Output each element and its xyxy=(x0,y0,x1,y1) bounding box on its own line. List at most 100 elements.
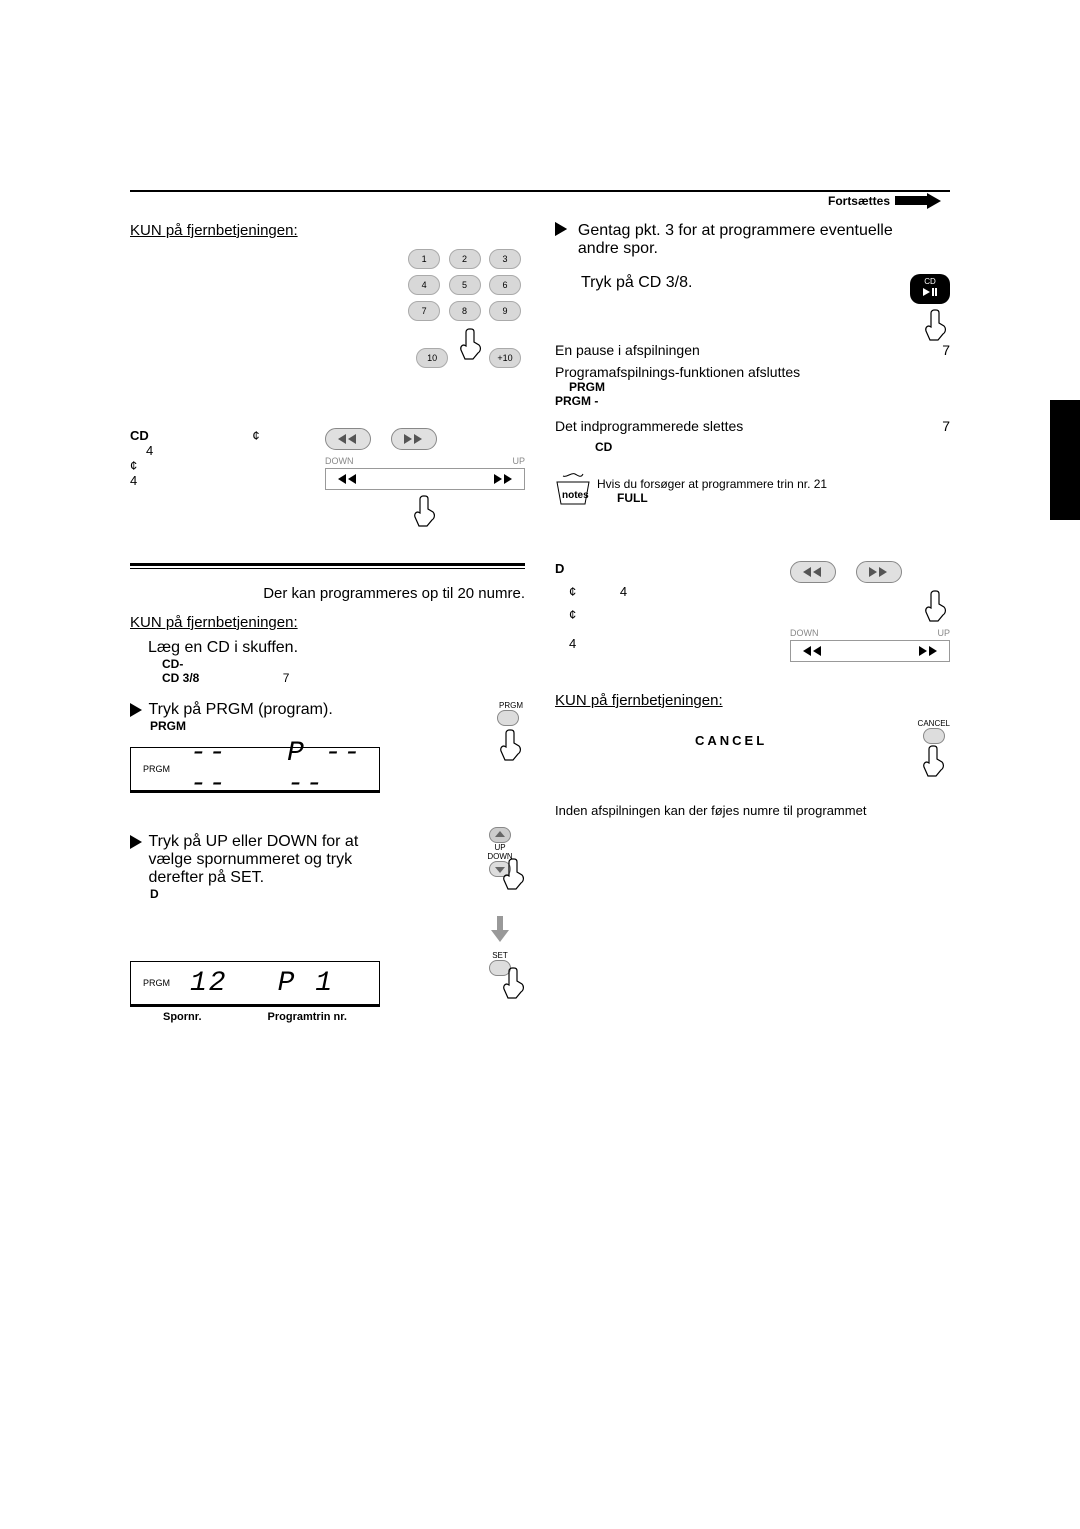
key-5[interactable]: 5 xyxy=(449,275,481,295)
cd-button-label: CD xyxy=(910,274,950,286)
prgm-button[interactable] xyxy=(497,710,519,726)
delete-sub: CD xyxy=(595,440,950,454)
transport-small-2 xyxy=(790,561,950,583)
forward-icon xyxy=(494,474,514,484)
panel-dash: -- -- xyxy=(190,738,247,800)
transport-wide[interactable] xyxy=(325,468,525,490)
transport-labels-2: DOWNUP xyxy=(790,628,950,638)
pause-val: 7 xyxy=(942,342,950,358)
cd-skip-text: CD ¢ 4 ¢ 4 xyxy=(130,428,260,533)
step3-text: Tryk på UP eller DOWN for at vælge sporn… xyxy=(148,833,388,887)
four-a: 4 xyxy=(146,443,260,458)
panel-prgm: PRGM xyxy=(143,764,170,774)
prog-label: Programtrin nr. xyxy=(268,1011,347,1023)
finger-icon xyxy=(920,744,948,778)
notes-icon: notes xyxy=(555,470,591,511)
step1-text: Læg en CD i skuffen. xyxy=(148,639,525,657)
remote-only-2: KUN på fjernbetjeningen: xyxy=(130,614,525,631)
up-label: UP xyxy=(475,843,525,852)
delete-val: 7 xyxy=(942,418,950,434)
key-8[interactable]: 8 xyxy=(449,301,481,321)
next-button-2[interactable] xyxy=(856,561,902,583)
finger-icon xyxy=(500,857,528,891)
finger-icon xyxy=(500,966,528,1000)
pause-label: En pause i afspilningen xyxy=(555,342,700,358)
four-b: 4 xyxy=(130,473,260,488)
page: Fortsættes KUN på fjernbetjeningen: 1 2 … xyxy=(0,0,1080,1023)
key-6[interactable]: 6 xyxy=(489,275,521,295)
four-c: 4 xyxy=(620,584,627,599)
prev-button[interactable] xyxy=(325,428,371,450)
footnote: Inden afspilningen kan der føjes numre t… xyxy=(555,803,950,818)
cent-c: ¢ xyxy=(569,584,576,599)
finger-icon xyxy=(922,589,950,623)
finger-icon xyxy=(922,308,950,342)
key-3[interactable]: 3 xyxy=(489,249,521,269)
cent-d: ¢ xyxy=(569,607,627,622)
cent-symbol: ¢ xyxy=(252,428,259,443)
step2-sub: PRGM xyxy=(150,719,525,733)
cd-play-button[interactable]: CD xyxy=(910,274,950,304)
prog-end-sub: PRGM xyxy=(569,380,950,394)
panel-prgm-2: PRGM xyxy=(143,978,170,988)
step2-text: Tryk på PRGM (program). xyxy=(148,701,332,718)
transport-small xyxy=(325,428,525,450)
cancel-big: CANCEL xyxy=(695,733,767,783)
continued-label: Fortsættes xyxy=(828,194,890,208)
svg-text:notes: notes xyxy=(562,490,589,501)
remote-only-label: KUN på fjernbetjeningen: xyxy=(130,222,525,239)
remote-keypad: 1 2 3 4 5 6 7 8 9 10 xyxy=(130,249,525,368)
key-4[interactable]: 4 xyxy=(408,275,440,295)
continued-arrow xyxy=(895,192,945,206)
step1-seven: 7 xyxy=(283,671,290,685)
prog-intro: Der kan programmeres op til 20 numre. xyxy=(130,585,525,602)
key-7[interactable]: 7 xyxy=(408,301,440,321)
step3-d: D xyxy=(150,887,525,901)
note-sub: FULL xyxy=(617,491,827,505)
top-rule xyxy=(130,190,950,192)
finger-icon xyxy=(497,728,525,762)
finger-icon xyxy=(411,494,439,528)
panel-p: P -- -- xyxy=(287,738,367,800)
seg-p1: P 1 xyxy=(278,968,334,999)
transport-labels: DOWNUP xyxy=(325,456,525,466)
prev-button-2[interactable] xyxy=(790,561,836,583)
finger-icon xyxy=(457,327,485,361)
right-column: Gentag pkt. 3 for at programmere eventue… xyxy=(555,222,950,1023)
spor-label: Spornr. xyxy=(163,1011,202,1023)
prog-end-label: Programafspilnings-funktionen afsluttes xyxy=(555,364,950,380)
key-plus10[interactable]: +10 xyxy=(489,348,521,368)
cancel-button[interactable] xyxy=(923,728,945,744)
step-marker-icon xyxy=(555,222,567,236)
prog-end-sub2: PRGM - xyxy=(555,394,950,408)
section-divider xyxy=(130,563,525,569)
display-panel-1: PRGM -- -- P -- -- xyxy=(130,747,380,793)
down-arrow-icon xyxy=(475,916,525,947)
transport-wide-2[interactable] xyxy=(790,640,950,662)
key-2[interactable]: 2 xyxy=(449,249,481,269)
next-button[interactable] xyxy=(391,428,437,450)
set-label: SET xyxy=(475,951,525,960)
step4-text: Gentag pkt. 3 for at programmere eventue… xyxy=(578,222,898,258)
step5-text: Tryk på CD 3/8. xyxy=(581,274,692,291)
step-marker-icon xyxy=(130,835,142,849)
cent-b: ¢ xyxy=(130,458,260,473)
cancel-btn-label: CANCEL xyxy=(918,719,950,728)
left-column: KUN på fjernbetjeningen: 1 2 3 4 5 6 7 8… xyxy=(130,222,525,1023)
four-d: 4 xyxy=(569,636,627,651)
prgm-btn-label: PRGM xyxy=(497,701,525,710)
step-marker-icon xyxy=(130,703,142,717)
step1-sub: CD- xyxy=(162,657,525,671)
cd-label: CD xyxy=(130,428,149,443)
step1-sub2: CD 3/8 xyxy=(162,671,199,685)
key-10[interactable]: 10 xyxy=(416,348,448,368)
seg-12: 12 xyxy=(190,968,228,999)
up-button[interactable] xyxy=(489,827,511,843)
key-9[interactable]: 9 xyxy=(489,301,521,321)
rewind-icon xyxy=(336,474,356,484)
remote-only-3: KUN på fjernbetjeningen: xyxy=(555,692,950,709)
note-text: Hvis du forsøger at programmere trin nr.… xyxy=(597,477,827,491)
key-1[interactable]: 1 xyxy=(408,249,440,269)
delete-label: Det indprogrammerede slettes xyxy=(555,418,743,434)
display-panel-2: PRGM 12 P 1 xyxy=(130,961,380,1007)
